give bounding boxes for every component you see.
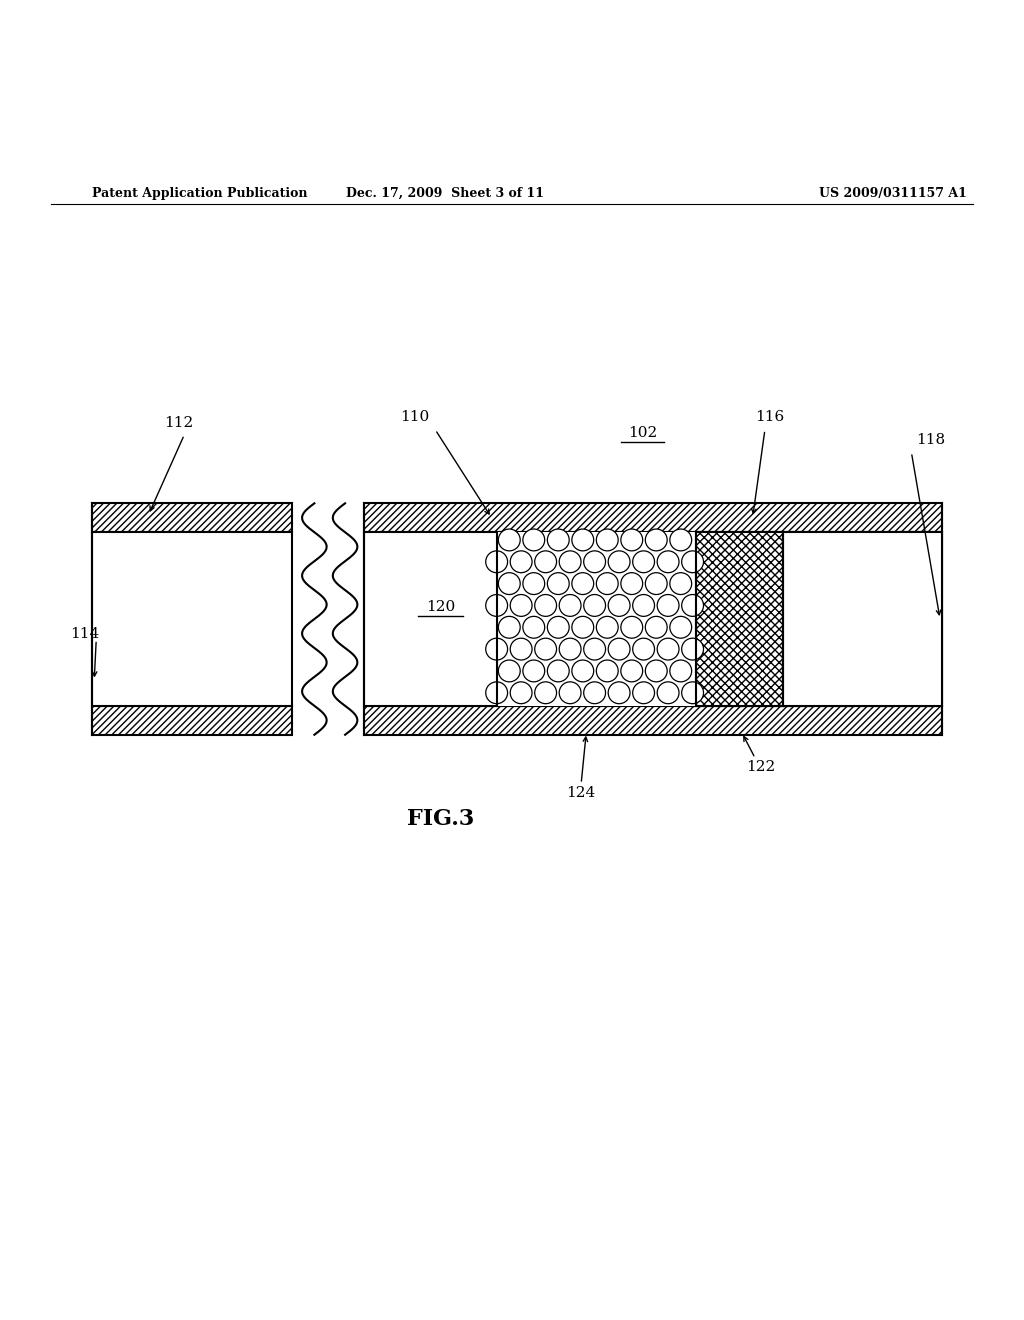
Text: 124: 124 — [566, 785, 596, 800]
Circle shape — [645, 573, 668, 594]
Text: US 2009/0311157 A1: US 2009/0311157 A1 — [819, 187, 967, 199]
Circle shape — [633, 638, 654, 660]
Bar — [696, 532, 783, 706]
Circle shape — [571, 529, 594, 550]
Circle shape — [559, 638, 581, 660]
Bar — [364, 503, 942, 532]
Circle shape — [485, 682, 508, 704]
Circle shape — [535, 550, 557, 573]
Text: 112: 112 — [165, 416, 194, 429]
Circle shape — [523, 529, 545, 550]
Circle shape — [499, 616, 520, 638]
Text: 120: 120 — [426, 599, 455, 614]
Text: 122: 122 — [745, 760, 775, 775]
Circle shape — [657, 682, 679, 704]
Bar — [364, 503, 942, 532]
Circle shape — [548, 660, 569, 682]
Circle shape — [682, 638, 703, 660]
Circle shape — [657, 638, 679, 660]
Circle shape — [657, 550, 679, 573]
Circle shape — [571, 616, 594, 638]
Text: 102: 102 — [628, 426, 657, 440]
Circle shape — [499, 529, 520, 550]
Circle shape — [596, 660, 618, 682]
Circle shape — [608, 682, 630, 704]
Text: 116: 116 — [756, 411, 784, 425]
Text: 110: 110 — [400, 411, 429, 425]
Text: Patent Application Publication: Patent Application Publication — [92, 187, 307, 199]
Circle shape — [571, 660, 594, 682]
Circle shape — [510, 638, 532, 660]
Text: 118: 118 — [916, 433, 945, 447]
Circle shape — [645, 616, 668, 638]
Circle shape — [559, 550, 581, 573]
Circle shape — [682, 682, 703, 704]
Circle shape — [548, 573, 569, 594]
Circle shape — [608, 638, 630, 660]
Circle shape — [523, 660, 545, 682]
Circle shape — [523, 616, 545, 638]
Text: FIG.3: FIG.3 — [407, 808, 474, 830]
Circle shape — [633, 550, 654, 573]
Circle shape — [499, 660, 520, 682]
Circle shape — [535, 594, 557, 616]
Text: 114: 114 — [70, 627, 99, 642]
Circle shape — [596, 616, 618, 638]
Circle shape — [584, 682, 605, 704]
Circle shape — [621, 616, 643, 638]
Circle shape — [584, 594, 605, 616]
Circle shape — [499, 573, 520, 594]
Circle shape — [670, 529, 691, 550]
Circle shape — [485, 550, 508, 573]
Circle shape — [571, 573, 594, 594]
Bar — [364, 706, 942, 735]
Circle shape — [584, 638, 605, 660]
Circle shape — [682, 550, 703, 573]
Circle shape — [548, 616, 569, 638]
Circle shape — [523, 573, 545, 594]
Bar — [92, 706, 292, 735]
Circle shape — [485, 594, 508, 616]
Circle shape — [559, 594, 581, 616]
Circle shape — [608, 550, 630, 573]
Circle shape — [510, 550, 532, 573]
Circle shape — [535, 638, 557, 660]
Bar — [92, 503, 292, 532]
Circle shape — [510, 682, 532, 704]
Bar — [364, 532, 942, 706]
Circle shape — [633, 682, 654, 704]
Circle shape — [670, 616, 691, 638]
Circle shape — [608, 594, 630, 616]
Bar — [92, 706, 292, 735]
Circle shape — [682, 594, 703, 616]
Text: Dec. 17, 2009  Sheet 3 of 11: Dec. 17, 2009 Sheet 3 of 11 — [346, 187, 545, 199]
Circle shape — [645, 529, 668, 550]
Circle shape — [657, 594, 679, 616]
Circle shape — [584, 550, 605, 573]
Bar — [364, 706, 942, 735]
Bar — [783, 532, 942, 706]
Circle shape — [633, 594, 654, 616]
Circle shape — [596, 529, 618, 550]
Bar — [92, 532, 292, 706]
Circle shape — [621, 529, 643, 550]
Circle shape — [548, 529, 569, 550]
Circle shape — [621, 660, 643, 682]
Circle shape — [670, 573, 691, 594]
Circle shape — [485, 638, 508, 660]
Circle shape — [621, 573, 643, 594]
Circle shape — [645, 660, 668, 682]
Circle shape — [596, 573, 618, 594]
Circle shape — [510, 594, 532, 616]
Bar — [497, 532, 696, 706]
Circle shape — [670, 660, 691, 682]
Circle shape — [559, 682, 581, 704]
Bar — [92, 503, 292, 532]
Circle shape — [535, 682, 557, 704]
